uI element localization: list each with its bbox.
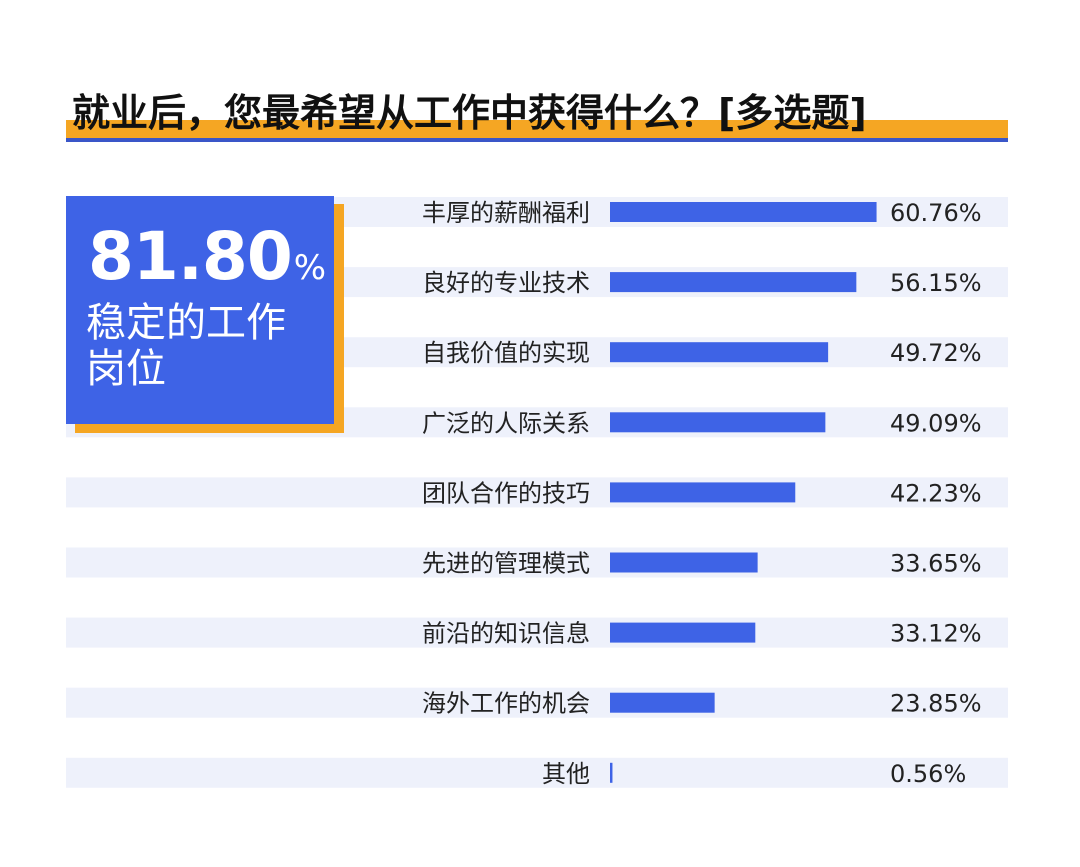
category-label: 丰厚的薪酬福利 (422, 199, 590, 227)
value-label: 23.85% (890, 690, 982, 718)
value-label: 49.72% (890, 339, 982, 367)
category-label: 良好的专业技术 (422, 269, 590, 297)
row-background (66, 477, 1008, 508)
row-background (66, 687, 1008, 718)
bar (610, 552, 758, 573)
highlight-card: 81.80% 稳定的工作岗位 (66, 196, 334, 424)
highlight-value-group: 81.80% (88, 218, 326, 295)
bar (610, 622, 756, 643)
row-background (66, 617, 1008, 648)
category-label: 团队合作的技巧 (422, 479, 590, 507)
bar (610, 272, 857, 293)
category-label: 其他 (542, 760, 590, 788)
category-label: 自我价值的实现 (422, 339, 590, 367)
title-underline-highlight (66, 120, 1008, 138)
value-label: 0.56% (890, 760, 966, 788)
category-label: 先进的管理模式 (422, 550, 590, 578)
value-label: 33.12% (890, 620, 982, 648)
bar (610, 692, 715, 713)
highlight-value: 81.80 (88, 218, 293, 295)
bar (610, 482, 796, 503)
chart-title: 就业后，您最希望从工作中获得什么？[多选题] (72, 91, 867, 135)
bar (610, 762, 613, 783)
bar (610, 202, 877, 222)
value-label: 49.09% (890, 409, 982, 437)
title-underline-rule (66, 138, 1008, 142)
highlight-label: 稳定的工作岗位 (86, 300, 286, 392)
category-label: 前沿的知识信息 (422, 620, 590, 648)
title-block: 就业后，您最希望从工作中获得什么？[多选题] (66, 82, 1008, 144)
row-background (66, 547, 1008, 578)
value-label: 60.76% (890, 199, 982, 227)
value-label: 42.23% (890, 479, 982, 507)
value-label: 56.15% (890, 269, 982, 297)
row-background (66, 757, 1008, 788)
category-label: 广泛的人际关系 (422, 409, 590, 437)
highlight-unit: % (293, 248, 327, 288)
bar (610, 342, 829, 363)
value-label: 33.65% (890, 550, 982, 578)
bar (610, 412, 826, 433)
category-label: 海外工作的机会 (422, 690, 590, 718)
